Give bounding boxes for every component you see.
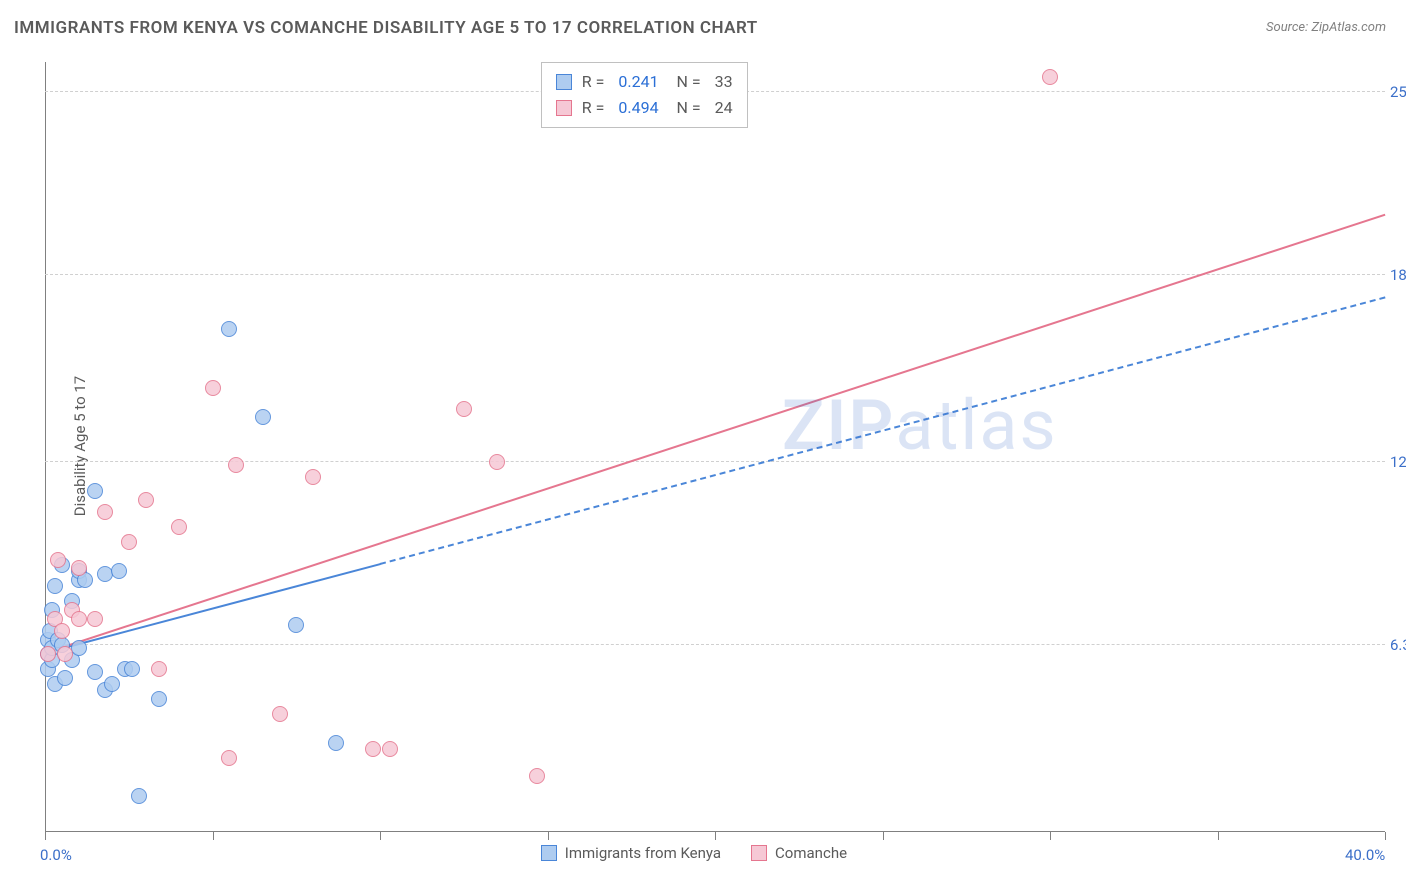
data-point bbox=[57, 646, 73, 662]
legend-n-value: 24 bbox=[711, 95, 733, 121]
data-point bbox=[305, 469, 321, 485]
legend-swatch bbox=[556, 100, 572, 116]
data-point bbox=[87, 483, 103, 499]
data-point bbox=[111, 563, 127, 579]
legend-row: R = 0.241 N = 33 bbox=[556, 69, 733, 95]
legend-swatch bbox=[541, 845, 557, 861]
legend-row: R = 0.494 N = 24 bbox=[556, 95, 733, 121]
x-tick bbox=[1050, 832, 1051, 840]
x-tick bbox=[213, 832, 214, 840]
data-point bbox=[382, 741, 398, 757]
data-point bbox=[456, 401, 472, 417]
correlation-legend: R = 0.241 N = 33R = 0.494 N = 24 bbox=[541, 62, 748, 128]
legend-item: Comanche bbox=[751, 844, 847, 862]
data-point bbox=[97, 504, 113, 520]
data-point bbox=[171, 519, 187, 535]
trend-line bbox=[45, 214, 1386, 654]
data-point bbox=[50, 552, 66, 568]
legend-r-value: 0.241 bbox=[614, 69, 658, 95]
legend-n-value: 33 bbox=[711, 69, 733, 95]
data-point bbox=[221, 750, 237, 766]
data-point bbox=[124, 661, 140, 677]
legend-n-label: N = bbox=[669, 95, 701, 121]
x-tick bbox=[548, 832, 549, 840]
data-point bbox=[365, 741, 381, 757]
data-point bbox=[87, 611, 103, 627]
data-point bbox=[151, 661, 167, 677]
data-point bbox=[205, 380, 221, 396]
y-tick-label: 12.5% bbox=[1390, 453, 1406, 471]
series-legend: Immigrants from Kenya Comanche bbox=[541, 844, 847, 862]
gridline bbox=[45, 274, 1385, 275]
gridline bbox=[45, 644, 1385, 645]
x-tick bbox=[380, 832, 381, 840]
legend-n-label: N = bbox=[669, 69, 701, 95]
x-tick bbox=[883, 832, 884, 840]
y-axis bbox=[45, 62, 46, 832]
data-point bbox=[121, 534, 137, 550]
trend-line bbox=[45, 564, 381, 655]
legend-swatch bbox=[556, 74, 572, 90]
data-point bbox=[255, 409, 271, 425]
data-point bbox=[138, 492, 154, 508]
data-point bbox=[40, 646, 56, 662]
y-tick-label: 25.0% bbox=[1390, 83, 1406, 101]
data-point bbox=[272, 706, 288, 722]
legend-r-label: R = bbox=[582, 95, 605, 121]
data-point bbox=[489, 454, 505, 470]
data-point bbox=[1042, 69, 1058, 85]
chart-title: IMMIGRANTS FROM KENYA VS COMANCHE DISABI… bbox=[14, 18, 758, 38]
trend-line bbox=[380, 297, 1386, 565]
data-point bbox=[221, 321, 237, 337]
source-name: ZipAtlas.com bbox=[1311, 20, 1386, 35]
y-tick-label: 18.8% bbox=[1390, 266, 1406, 284]
data-point bbox=[529, 768, 545, 784]
x-min-label: 0.0% bbox=[40, 846, 72, 864]
gridline bbox=[45, 461, 1385, 462]
x-tick bbox=[1218, 832, 1219, 840]
legend-r-value: 0.494 bbox=[614, 95, 658, 121]
data-point bbox=[47, 578, 63, 594]
x-max-label: 40.0% bbox=[1345, 846, 1385, 864]
legend-swatch bbox=[751, 845, 767, 861]
data-point bbox=[151, 691, 167, 707]
data-point bbox=[228, 457, 244, 473]
legend-r-label: R = bbox=[582, 69, 605, 95]
legend-series-name: Comanche bbox=[775, 844, 847, 862]
data-point bbox=[328, 735, 344, 751]
legend-item: Immigrants from Kenya bbox=[541, 844, 721, 862]
data-point bbox=[71, 611, 87, 627]
source-attribution: Source: ZipAtlas.com bbox=[1266, 20, 1386, 35]
data-point bbox=[104, 676, 120, 692]
source-prefix: Source: bbox=[1266, 20, 1311, 35]
x-tick bbox=[45, 832, 46, 840]
scatter-plot-area: 6.3%12.5%18.8%25.0% bbox=[45, 62, 1385, 832]
y-tick-label: 6.3% bbox=[1390, 636, 1406, 654]
data-point bbox=[57, 670, 73, 686]
data-point bbox=[71, 560, 87, 576]
data-point bbox=[54, 623, 70, 639]
x-tick bbox=[715, 832, 716, 840]
legend-series-name: Immigrants from Kenya bbox=[565, 844, 721, 862]
data-point bbox=[131, 788, 147, 804]
data-point bbox=[288, 617, 304, 633]
x-tick bbox=[1385, 832, 1386, 840]
data-point bbox=[87, 664, 103, 680]
